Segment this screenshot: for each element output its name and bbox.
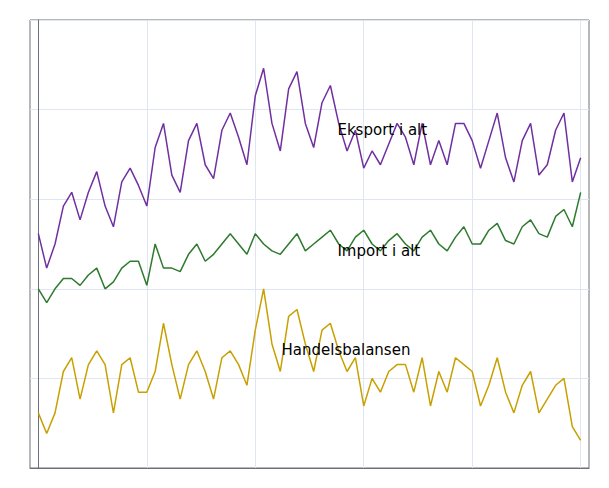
svg-text:Handelsbalansen: Handelsbalansen [282, 341, 411, 359]
svg-text:Import i alt: Import i alt [337, 242, 420, 260]
svg-text:Eksport i alt: Eksport i alt [337, 121, 427, 139]
